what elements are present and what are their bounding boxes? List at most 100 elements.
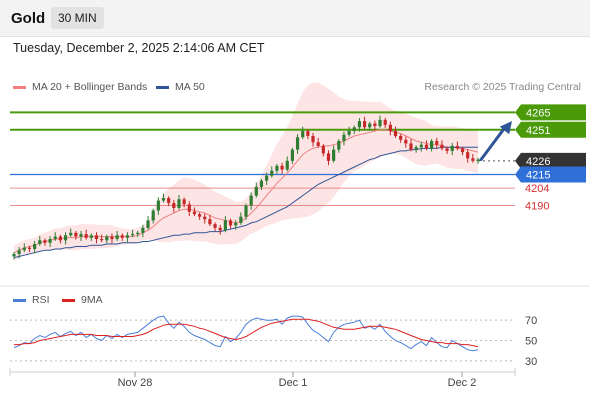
candle bbox=[460, 146, 465, 156]
rsi-tick-label: 50 bbox=[525, 336, 537, 348]
candle bbox=[259, 178, 264, 190]
candle-body bbox=[357, 121, 362, 128]
candle-body bbox=[17, 250, 21, 254]
candle-body bbox=[151, 210, 155, 221]
legend-rsi-ma: 9MA bbox=[62, 294, 103, 306]
level-tag-box bbox=[515, 104, 586, 121]
candle-body bbox=[22, 247, 26, 251]
candle-body bbox=[218, 227, 222, 231]
candle bbox=[120, 233, 124, 241]
rsi-ma-swatch bbox=[62, 298, 75, 302]
candle bbox=[414, 145, 418, 153]
candle-body bbox=[326, 153, 331, 161]
candle bbox=[419, 141, 423, 152]
candle bbox=[161, 193, 166, 203]
candle-body bbox=[383, 119, 387, 125]
candle-body bbox=[435, 140, 439, 145]
rsi-swatch bbox=[13, 298, 26, 302]
candle-body bbox=[141, 227, 145, 233]
candle-body bbox=[445, 148, 449, 151]
candle-body bbox=[290, 149, 294, 161]
level-tag-box bbox=[515, 166, 586, 183]
candle bbox=[198, 212, 202, 220]
candle bbox=[33, 240, 37, 254]
legend-ma50-label: MA 50 bbox=[175, 81, 205, 93]
candle-body bbox=[58, 236, 62, 241]
candle-body bbox=[223, 220, 227, 231]
candle-body bbox=[337, 140, 341, 150]
candle-body bbox=[84, 234, 88, 238]
candle bbox=[337, 139, 341, 153]
research-credit: Research © 2025 Trading Central bbox=[424, 81, 581, 93]
candle-body bbox=[182, 199, 186, 205]
candle-body bbox=[27, 247, 32, 249]
forecast-arrow bbox=[479, 124, 508, 162]
candle-body bbox=[424, 144, 429, 149]
candle bbox=[378, 115, 382, 128]
candle bbox=[167, 196, 171, 207]
candle bbox=[125, 232, 130, 243]
candle-body bbox=[342, 134, 346, 141]
level-tag-4215: 4215 bbox=[515, 166, 586, 183]
candle bbox=[130, 229, 135, 238]
candle-body bbox=[48, 239, 52, 243]
level-tag-text: 4265 bbox=[526, 107, 550, 119]
candle-body bbox=[471, 158, 475, 161]
candle bbox=[151, 208, 155, 224]
candle bbox=[38, 235, 42, 246]
candle bbox=[48, 235, 52, 248]
candle bbox=[424, 140, 429, 151]
candle-body bbox=[33, 244, 37, 249]
legend-ma50: MA 50 bbox=[156, 81, 205, 93]
candle bbox=[316, 137, 320, 148]
candle bbox=[89, 233, 93, 241]
candle-body bbox=[347, 131, 351, 135]
candle-body bbox=[476, 159, 480, 161]
candle bbox=[445, 146, 449, 154]
legend-ma20: MA 20 + Bollinger Bands bbox=[13, 81, 147, 93]
candle bbox=[17, 247, 21, 259]
candle bbox=[63, 232, 68, 245]
ma50-swatch bbox=[156, 85, 169, 89]
level-tag-text: 4215 bbox=[526, 169, 550, 181]
candle-body bbox=[198, 214, 202, 217]
candle bbox=[295, 134, 300, 154]
candle-body bbox=[161, 198, 166, 201]
candle bbox=[58, 234, 62, 244]
candle-body bbox=[203, 216, 207, 220]
candle-body bbox=[362, 121, 367, 128]
candle-body bbox=[450, 145, 454, 151]
ma20-swatch bbox=[13, 85, 26, 89]
candle bbox=[409, 139, 413, 152]
legend-ma20-label: MA 20 + Bollinger Bands bbox=[32, 81, 148, 93]
candle bbox=[146, 216, 150, 230]
candle bbox=[450, 142, 454, 156]
candle bbox=[115, 230, 119, 241]
candle-body bbox=[285, 160, 289, 170]
candle bbox=[357, 118, 362, 132]
candle-body bbox=[213, 224, 217, 228]
candle bbox=[105, 234, 109, 244]
candle-body bbox=[125, 235, 130, 238]
symbol-title: Gold bbox=[11, 10, 46, 27]
candle bbox=[172, 199, 176, 213]
candle bbox=[440, 140, 444, 151]
timeframe-badge[interactable]: 30 MIN bbox=[51, 7, 104, 29]
candle bbox=[203, 213, 207, 224]
candle bbox=[430, 139, 434, 152]
candle bbox=[290, 147, 294, 164]
candle bbox=[74, 230, 78, 240]
candle-body bbox=[460, 148, 465, 153]
candle bbox=[455, 141, 459, 151]
candle-body bbox=[38, 240, 42, 244]
rsi-ma-line bbox=[14, 318, 479, 348]
candle bbox=[43, 238, 47, 246]
candle-body bbox=[239, 216, 243, 223]
candle bbox=[393, 126, 398, 138]
candle-body bbox=[12, 253, 16, 257]
time-tick-label: Nov 28 bbox=[118, 377, 153, 389]
level-tag-text: 4190 bbox=[525, 201, 549, 213]
candle bbox=[270, 166, 274, 178]
candle bbox=[156, 197, 160, 215]
